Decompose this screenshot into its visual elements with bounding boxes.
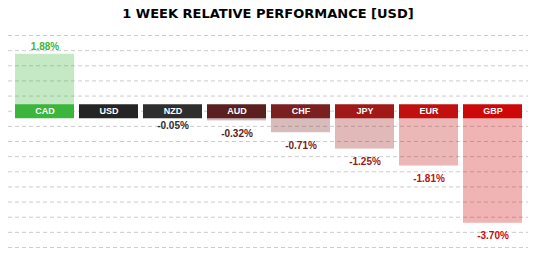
svg-text:-0.05%: -0.05% [157,120,189,131]
svg-text:AUD: AUD [227,106,247,116]
svg-text:CHF: CHF [292,106,311,116]
svg-text:NZD: NZD [164,106,183,116]
svg-text:-0.71%: -0.71% [285,140,317,151]
svg-text:-1.25%: -1.25% [349,156,381,167]
svg-text:-1.81%: -1.81% [413,173,445,184]
svg-text:JPY: JPY [356,106,373,116]
html-text:1 WEEK RELATIVE PERFORMANCE [U: 1 WEEK RELATIVE PERFORMANCE [USD] [122,6,414,21]
svg-text:1.88%: 1.88% [31,41,59,52]
svg-text:EUR: EUR [419,106,439,116]
svg-text:GBP: GBP [483,106,503,116]
svg-text:CAD: CAD [35,106,55,116]
svg-text:-0.32%: -0.32% [221,128,253,139]
svg-text:USD: USD [99,106,119,116]
svg-text:-3.70%: -3.70% [477,230,509,241]
